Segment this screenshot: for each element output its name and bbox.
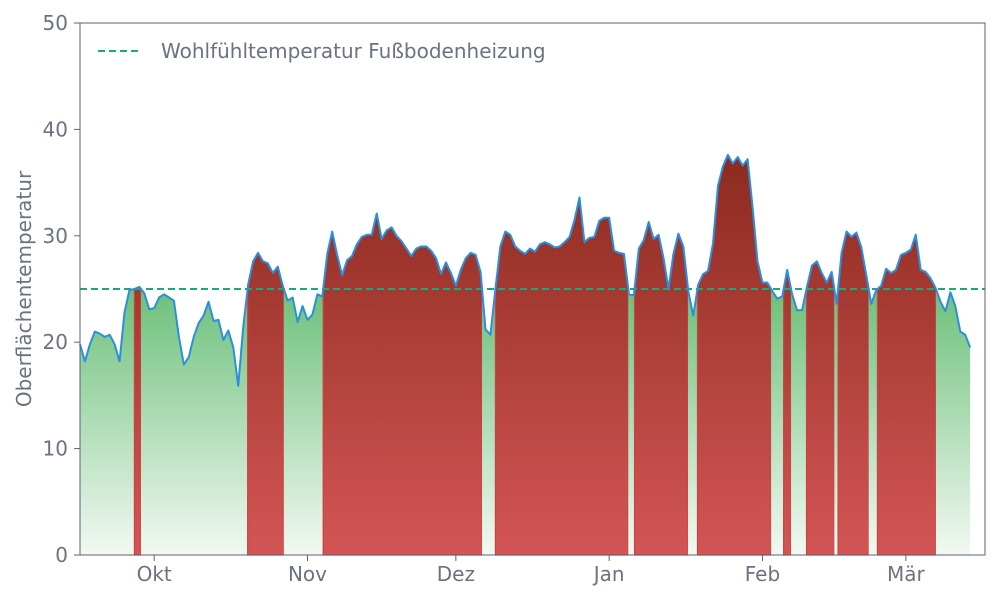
y-tick-label: 0 xyxy=(55,543,68,567)
below-threshold-area-6 xyxy=(482,289,496,555)
y-tick-label: 20 xyxy=(43,330,68,354)
above-threshold-area-19 xyxy=(876,234,937,556)
y-axis-title: Oberflächentemperatur xyxy=(12,170,36,407)
below-threshold-area-10 xyxy=(688,289,698,555)
y-tick-label: 10 xyxy=(43,437,68,461)
below-threshold-area-20 xyxy=(935,289,971,555)
x-tick-label: Mär xyxy=(887,562,926,586)
y-tick-label: 40 xyxy=(43,117,68,141)
above-threshold-area-11 xyxy=(696,154,772,556)
below-threshold-area-14 xyxy=(791,289,807,555)
x-tick-label: Dez xyxy=(437,562,475,586)
below-threshold-area-16 xyxy=(834,289,839,555)
above-threshold-area-3 xyxy=(247,252,285,556)
below-threshold-area-0 xyxy=(80,289,135,555)
above-threshold-area-7 xyxy=(494,196,629,556)
y-tick-label: 50 xyxy=(43,11,68,35)
legend-label: Wohlfühltemperatur Fußbodenheizung xyxy=(161,39,546,63)
above-threshold-area-15 xyxy=(805,260,835,556)
above-threshold-area-17 xyxy=(837,230,870,556)
above-threshold-area-5 xyxy=(322,212,483,556)
above-threshold-area-1 xyxy=(133,286,142,556)
plot-frame xyxy=(79,22,986,556)
above-threshold-area-13 xyxy=(783,269,792,556)
below-threshold-area-12 xyxy=(771,289,784,555)
legend: Wohlfühltemperatur Fußbodenheizung xyxy=(98,39,546,63)
below-threshold-area-8 xyxy=(628,289,635,555)
x-tick-label: Feb xyxy=(745,562,780,586)
x-tick-label: Jan xyxy=(592,562,625,586)
below-threshold-area-4 xyxy=(283,289,324,555)
x-tick-label: Okt xyxy=(137,562,172,586)
area-fills xyxy=(80,154,971,556)
x-tick-label: Nov xyxy=(288,562,327,586)
y-tick-label: 30 xyxy=(43,224,68,248)
series-line-layer xyxy=(79,153,985,387)
above-threshold-area-9 xyxy=(633,221,689,556)
below-threshold-area-2 xyxy=(140,289,248,555)
series-line xyxy=(79,153,972,387)
below-threshold-area-18 xyxy=(868,289,878,555)
axes: 0 10 20 30 40 50 Okt Nov Dez Jan Feb Mär xyxy=(43,11,986,586)
